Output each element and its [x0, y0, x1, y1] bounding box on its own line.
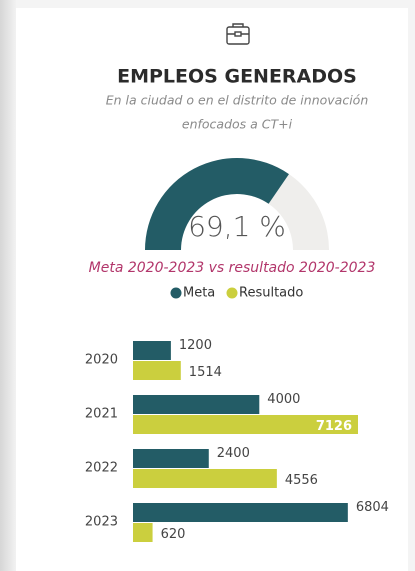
y-tick-label: 2022 [85, 461, 118, 476]
title: EMPLEOS GENERADOS [117, 66, 357, 88]
subtitle: enfocados a CT+i [182, 117, 293, 132]
bar [133, 449, 209, 468]
data-label: 620 [161, 527, 186, 542]
briefcase-icon [226, 23, 250, 45]
data-label: 4000 [267, 392, 300, 407]
bar [133, 523, 153, 542]
bar [133, 415, 358, 434]
subtitle: En la ciudad o en el distrito de innovac… [106, 93, 369, 108]
shadow [0, 0, 16, 571]
bar [133, 361, 181, 380]
bar [133, 395, 260, 414]
gauge-label: 69,1 % [188, 210, 286, 243]
legend-label: Meta [183, 286, 215, 301]
bar [133, 341, 171, 360]
data-label: 2400 [217, 446, 250, 461]
data-label: 4556 [285, 473, 318, 488]
data-label: 6804 [356, 500, 389, 515]
chart-title: Meta 2020-2023 vs resultado 2020-2023 [89, 260, 376, 276]
data-label: 1200 [179, 338, 212, 353]
y-tick-label: 2021 [85, 407, 118, 422]
data-label: 7126 [316, 419, 352, 434]
legend-marker [170, 287, 182, 299]
legend-label: Resultado [239, 286, 303, 301]
y-tick-label: 2020 [85, 353, 118, 368]
y-tick-label: 2023 [85, 515, 118, 530]
bar [133, 503, 348, 522]
data-label: 1514 [189, 365, 222, 380]
bar [133, 469, 277, 488]
legend-marker [226, 287, 238, 299]
gauge-value [145, 158, 289, 250]
